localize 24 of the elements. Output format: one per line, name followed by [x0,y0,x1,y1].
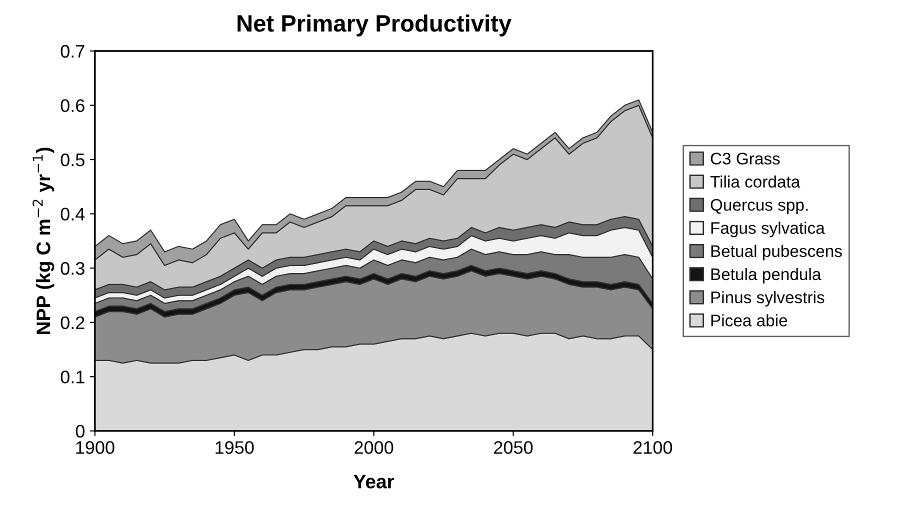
y-tick-label: 0.2 [60,316,84,330]
x-axis-title: Year [354,474,394,488]
legend-label: C3 Grass [710,152,780,165]
y-tick-label: 0.6 [60,99,84,112]
x-tick-label: 2100 [634,441,672,454]
legend-label: Betual pubescens [711,244,842,260]
y-tick-label: 0.4 [60,208,85,221]
x-tick-label: 1950 [216,441,254,454]
y-tick-label: 0.7 [60,44,84,58]
legend-label: Tilia cordata [710,175,800,188]
legend-label: Quercus spp. [710,199,808,214]
x-tick-label: 2050 [494,441,533,454]
x-tick-label: 1900 [76,441,114,454]
x-tick-label: 2000 [354,441,394,454]
y-tick-label: 0.1 [60,370,84,384]
legend-label: Pinus sylvestris [711,291,824,307]
y-tick-label: 0.3 [60,262,84,275]
chart-title: Net Primary Productivity [238,14,512,36]
y-tick-label: 0 [76,424,84,438]
y-tick-label: 0.5 [60,153,84,166]
legend-label: Picea abie [711,314,788,326]
y-axis-title: NPP (kg C m$^{−2}$ yr$^{−1}$) [32,148,54,334]
legend-label: Betula pendula [711,268,822,284]
legend-label: Fagus sylvatica [711,222,825,238]
